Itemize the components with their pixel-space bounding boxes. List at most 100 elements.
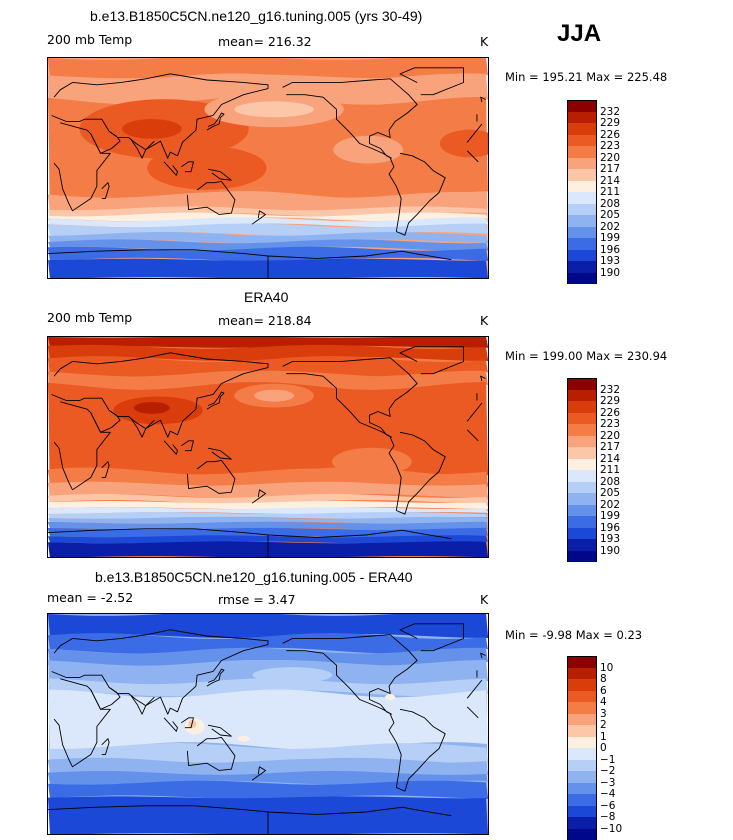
colorbar-box	[567, 424, 597, 436]
coastline	[48, 805, 269, 834]
coastline	[466, 429, 479, 442]
colorbar-label: 3	[600, 707, 607, 720]
coastline	[130, 695, 155, 715]
colorbar-box	[567, 180, 597, 192]
coastline	[53, 678, 111, 768]
coastline	[480, 96, 486, 103]
coastline	[163, 440, 178, 455]
colorbar-box	[567, 817, 597, 829]
colorbar-box	[567, 412, 597, 424]
coastline	[388, 152, 446, 236]
coastline	[207, 168, 232, 181]
colorbar-label: 208	[600, 475, 621, 488]
colorbar-label: 199	[600, 232, 621, 244]
colorbar-box	[567, 771, 597, 783]
colorbar-box	[567, 667, 597, 679]
colorbar-box	[567, 192, 597, 204]
contour-band	[48, 678, 488, 697]
contour-band	[48, 344, 488, 361]
colorbar-label: 1	[600, 730, 607, 743]
coastline	[388, 708, 446, 792]
colorbar-box	[567, 782, 597, 794]
coastline	[388, 431, 446, 515]
colorbar-label: 223	[600, 418, 621, 430]
colorbar-label: 217	[600, 441, 621, 453]
colorbar-label: 196	[600, 521, 621, 534]
coastline	[207, 447, 232, 460]
panel3-units: K	[480, 592, 489, 607]
colorbar-label: 8	[600, 673, 607, 685]
colorbar-label: 0	[600, 742, 607, 754]
colorbar-box	[567, 458, 597, 470]
colorbar-box	[567, 828, 597, 840]
colorbar-box	[567, 169, 597, 181]
colorbar-box	[567, 702, 597, 714]
panel3-mean: mean = -2.52	[47, 590, 134, 605]
colorbar-label: 211	[600, 464, 621, 476]
contour-blob	[439, 129, 488, 158]
panel1-map	[47, 57, 489, 279]
contour-band	[48, 770, 488, 785]
coastline	[267, 529, 452, 540]
panel1-mean: mean= 216.32	[218, 34, 312, 49]
colorbar-box	[567, 134, 597, 146]
panel1-variable: 200 mb Temp	[47, 32, 133, 47]
colorbar-box	[567, 504, 597, 516]
colorbar-box	[567, 226, 597, 238]
colorbar-box	[567, 725, 597, 737]
coastline	[186, 181, 236, 215]
coastline	[251, 766, 266, 781]
colorbar-box	[567, 539, 597, 551]
coastline	[186, 737, 236, 771]
coastline	[51, 629, 269, 715]
coastline	[207, 724, 232, 737]
panel3-colorbar: 10 8 6 4 3 2 1 0 −1 −2 −3 −4 −6 −8 −10	[567, 656, 622, 840]
colorbar-box	[567, 690, 597, 702]
colorbar-label: −2	[600, 765, 616, 777]
colorbar-label: −10	[600, 822, 623, 835]
colorbar-box	[567, 378, 597, 390]
contour-band	[48, 239, 488, 251]
coastline	[186, 460, 236, 494]
coastline	[48, 528, 269, 557]
colorbar-box	[567, 736, 597, 748]
coastline	[180, 717, 194, 729]
contour-band	[48, 512, 488, 519]
colorbar-box	[567, 481, 597, 493]
colorbar-label: 220	[600, 429, 621, 442]
coastline	[282, 357, 418, 438]
coastline	[251, 489, 266, 504]
contour-blob	[133, 401, 170, 414]
colorbar-label: 202	[600, 220, 621, 233]
colorbar-label: 232	[600, 383, 621, 396]
colorbar-box	[567, 272, 597, 284]
colorbar-label: 223	[600, 140, 621, 152]
coastline	[282, 78, 418, 159]
panel3-title: b.e13.B1850C5CN.ne120_g16.tuning.005 - E…	[95, 569, 413, 585]
colorbar-box	[567, 203, 597, 215]
colorbar-label: 193	[600, 533, 621, 545]
coastline	[101, 738, 110, 755]
colorbar-box	[567, 759, 597, 771]
panel2-units: K	[480, 313, 489, 328]
coastline	[53, 122, 111, 212]
contour-band	[48, 689, 488, 750]
colorbar-box	[567, 401, 597, 413]
colorbar-label: −8	[600, 811, 616, 823]
panel2-variable: 200 mb Temp	[47, 310, 133, 325]
contour-blob	[332, 447, 412, 476]
colorbar-label: 226	[600, 128, 621, 141]
coastline	[48, 249, 269, 278]
coastline	[101, 182, 110, 199]
colorbar-label: 2	[600, 719, 607, 731]
season-label: JJA	[557, 20, 602, 47]
colorbar-label: 196	[600, 243, 621, 256]
panel2-mean: mean= 218.84	[218, 313, 312, 328]
contour-band	[48, 501, 488, 510]
colorbar-box	[567, 794, 597, 806]
colorbar-box	[567, 713, 597, 725]
coastline	[180, 161, 194, 173]
colorbar-label: 220	[600, 151, 621, 164]
coastline	[466, 679, 483, 699]
contour-band	[48, 191, 488, 212]
